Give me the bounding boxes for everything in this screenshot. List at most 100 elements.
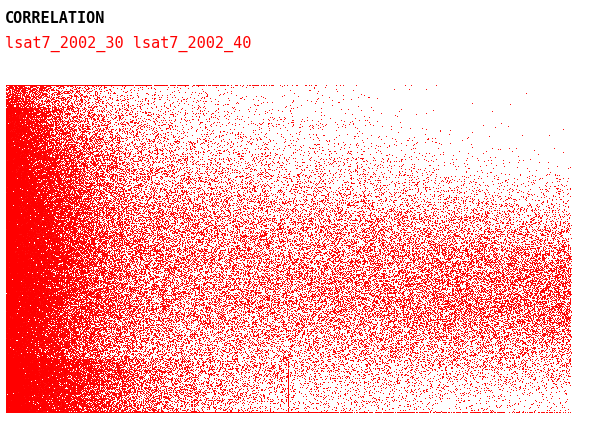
Point xyxy=(152,404,161,410)
Point xyxy=(25,304,35,311)
Point xyxy=(118,209,128,216)
Point xyxy=(4,274,13,280)
Point xyxy=(17,390,27,397)
Point xyxy=(91,373,101,380)
Point xyxy=(27,244,37,251)
Point xyxy=(20,365,29,372)
Point xyxy=(340,124,350,131)
Point xyxy=(121,229,131,235)
Point xyxy=(13,374,22,381)
Point xyxy=(2,235,12,242)
Point xyxy=(22,126,31,133)
Point xyxy=(11,280,20,287)
Point xyxy=(44,404,53,411)
Point xyxy=(13,334,23,341)
Point xyxy=(2,408,12,415)
Point xyxy=(26,160,35,167)
Point xyxy=(55,149,65,156)
Point xyxy=(297,281,307,288)
Point xyxy=(560,272,570,279)
Point xyxy=(67,304,76,311)
Point xyxy=(22,82,32,88)
Point xyxy=(49,115,59,121)
Point xyxy=(8,157,17,163)
Point xyxy=(30,322,40,328)
Point xyxy=(439,196,449,203)
Point xyxy=(2,261,11,268)
Point xyxy=(301,273,311,280)
Point xyxy=(17,138,27,145)
Point xyxy=(1,277,11,283)
Point xyxy=(81,326,91,333)
Point xyxy=(26,350,36,357)
Point xyxy=(242,292,251,298)
Point xyxy=(12,408,22,415)
Point xyxy=(149,281,158,288)
Point xyxy=(113,408,123,415)
Point xyxy=(78,230,88,237)
Point xyxy=(529,302,538,309)
Point xyxy=(42,381,52,387)
Point xyxy=(3,360,13,367)
Point xyxy=(298,142,307,149)
Point xyxy=(122,322,132,328)
Point xyxy=(32,82,41,88)
Point xyxy=(238,203,247,210)
Point xyxy=(40,282,50,288)
Point xyxy=(12,82,22,88)
Point xyxy=(35,400,45,406)
Point xyxy=(97,357,106,364)
Point xyxy=(32,82,41,88)
Point xyxy=(10,160,19,167)
Point xyxy=(116,338,125,345)
Point xyxy=(2,362,12,369)
Point xyxy=(5,203,14,210)
Point xyxy=(329,352,339,359)
Point xyxy=(98,397,107,404)
Point xyxy=(488,281,498,288)
Point xyxy=(103,357,113,364)
Point xyxy=(283,370,293,377)
Point xyxy=(494,286,503,293)
Point xyxy=(6,152,16,158)
Point xyxy=(113,185,123,192)
Point xyxy=(124,276,134,282)
Point xyxy=(17,408,27,415)
Point xyxy=(113,195,123,202)
Point xyxy=(390,174,400,181)
Point xyxy=(173,285,183,292)
Point xyxy=(10,347,20,354)
Point xyxy=(39,408,49,415)
Point xyxy=(118,235,127,242)
Point xyxy=(22,337,31,344)
Point xyxy=(8,274,18,281)
Point xyxy=(106,150,115,157)
Point xyxy=(37,304,47,311)
Point xyxy=(30,303,40,309)
Point xyxy=(15,370,25,377)
Point xyxy=(117,375,127,381)
Point xyxy=(50,253,60,259)
Point xyxy=(13,408,23,415)
Point xyxy=(75,386,85,392)
Point xyxy=(12,408,22,415)
Point xyxy=(43,363,52,370)
Point xyxy=(5,408,14,415)
Point xyxy=(46,282,55,288)
Point xyxy=(58,357,67,363)
Point xyxy=(17,248,27,254)
Point xyxy=(2,346,12,353)
Point xyxy=(2,82,12,88)
Point xyxy=(35,408,45,415)
Point xyxy=(5,349,14,355)
Point xyxy=(154,408,164,415)
Point xyxy=(73,365,82,371)
Point xyxy=(13,172,23,179)
Point xyxy=(26,221,35,228)
Point xyxy=(16,200,25,207)
Point xyxy=(191,288,200,295)
Point xyxy=(24,208,34,215)
Point xyxy=(124,311,134,318)
Point xyxy=(28,288,37,294)
Point xyxy=(66,198,76,205)
